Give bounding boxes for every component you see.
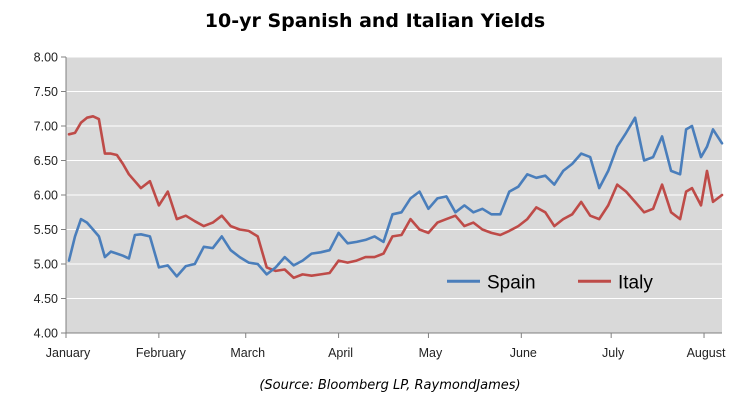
series-line-italy [67, 115, 724, 280]
y-tick-label: 4.00 [34, 327, 58, 341]
y-tick-label: 5.00 [34, 258, 58, 272]
y-tick-label: 7.00 [34, 120, 58, 134]
y-tick-label: 6.00 [34, 189, 58, 203]
series-lines [67, 115, 724, 280]
y-tick-label: 6.50 [34, 154, 58, 168]
x-tick-label: March [230, 346, 265, 360]
y-tick-label: 5.50 [34, 223, 58, 237]
x-tick-label: June [510, 346, 537, 360]
chart-title: 10-yr Spanish and Italian Yields [204, 10, 546, 32]
x-tick-label: February [136, 346, 187, 360]
x-tick-label: January [46, 346, 91, 360]
x-tick-label: April [328, 346, 353, 360]
legend-label-spain: Spain [487, 272, 536, 293]
y-tick-label: 4.50 [34, 292, 58, 306]
legend-label-italy: Italy [618, 272, 653, 293]
series-line-spain [67, 116, 724, 278]
legend: Spain Italy [447, 272, 653, 293]
chart-source: (Source: Bloomberg LP, RaymondJames) [259, 378, 521, 393]
y-tick-label: 8.00 [34, 51, 58, 65]
y-tick-label: 7.50 [34, 85, 58, 99]
x-tick-label: August [687, 346, 726, 360]
axes: 4.00 4.50 5.00 5.50 6.00 6.50 7.00 7.50 8.00 Janu… [34, 51, 726, 361]
x-tick-label: July [602, 346, 625, 360]
x-tick-label: May [419, 346, 443, 360]
